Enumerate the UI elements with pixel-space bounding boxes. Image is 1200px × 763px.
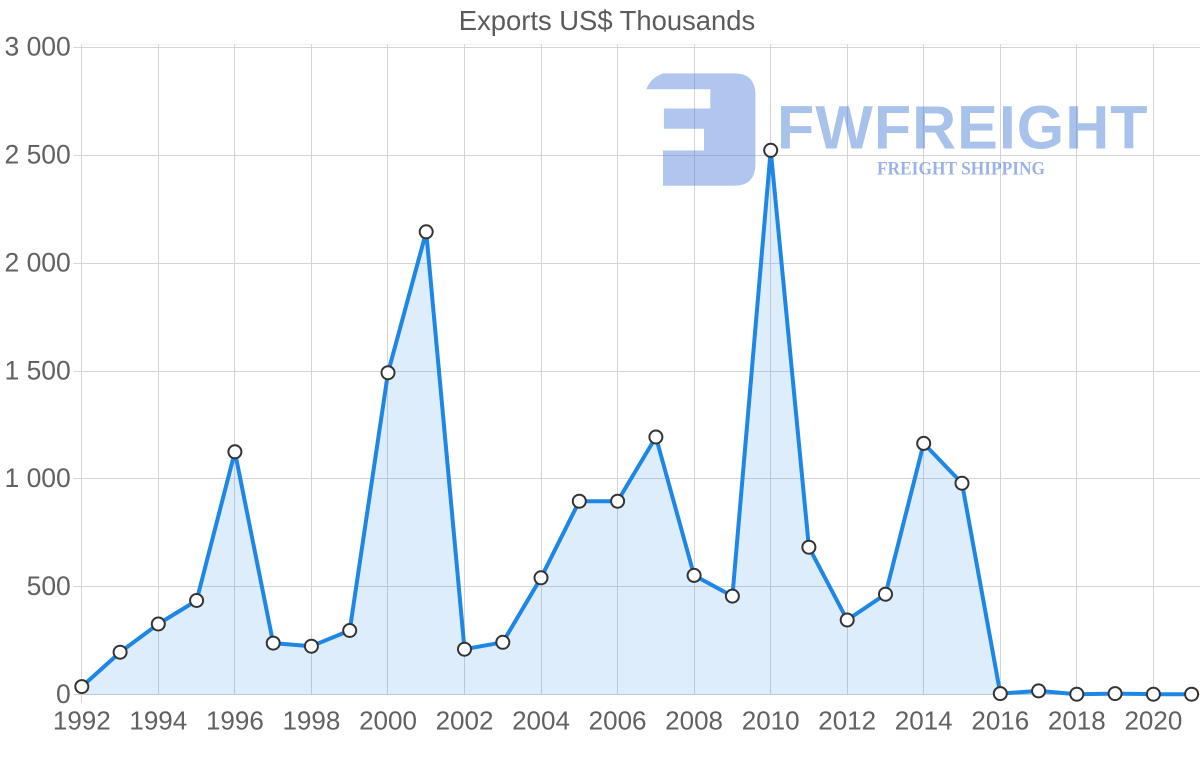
svg-text:FREIGHT SHIPPING: FREIGHT SHIPPING (877, 158, 1045, 179)
svg-text:2020: 2020 (1124, 706, 1182, 736)
svg-text:2 000: 2 000 (4, 248, 70, 278)
svg-text:2004: 2004 (512, 706, 570, 736)
svg-text:1992: 1992 (53, 706, 111, 736)
svg-text:2006: 2006 (589, 706, 647, 736)
svg-text:Exports US$ Thousands: Exports US$ Thousands (459, 5, 755, 36)
svg-text:2014: 2014 (895, 706, 953, 736)
svg-text:1994: 1994 (129, 706, 187, 736)
svg-text:1998: 1998 (282, 706, 340, 736)
svg-text:2000: 2000 (359, 706, 417, 736)
svg-text:1 000: 1 000 (4, 463, 70, 493)
svg-text:0: 0 (56, 679, 71, 709)
svg-text:2002: 2002 (436, 706, 494, 736)
svg-text:500: 500 (27, 571, 71, 601)
svg-text:2 500: 2 500 (4, 140, 70, 170)
svg-text:3 000: 3 000 (4, 32, 70, 62)
svg-text:1 500: 1 500 (4, 355, 70, 385)
svg-text:2018: 2018 (1048, 706, 1106, 736)
svg-text:2012: 2012 (818, 706, 876, 736)
svg-text:FWFREIGHT: FWFREIGHT (777, 94, 1149, 162)
svg-text:2010: 2010 (742, 706, 800, 736)
svg-text:2008: 2008 (665, 706, 723, 736)
svg-text:1996: 1996 (206, 706, 264, 736)
svg-text:2016: 2016 (971, 706, 1029, 736)
